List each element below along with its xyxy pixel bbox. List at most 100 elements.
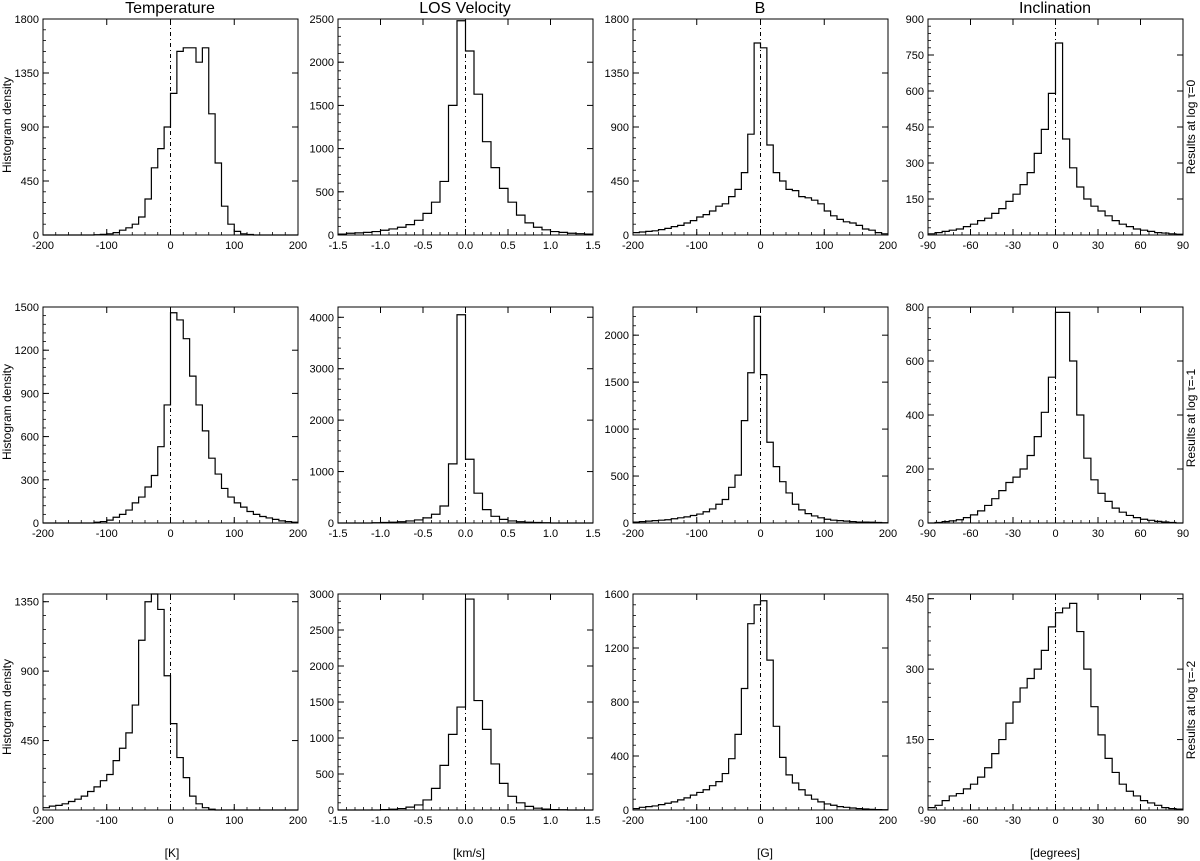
histogram-panel-r1c1: -1.5 -1.0 -0.5 0.0 0.5 1.0 1.5 0 1000 2000 3000 400…	[310, 306, 601, 540]
y-tick-label: 0	[328, 230, 334, 242]
y-tick-label: 2000	[310, 415, 334, 427]
y-tick-label: 900	[906, 14, 924, 26]
histogram-step-line	[928, 42, 1183, 235]
histogram-panel-r0c1: -1.5 -1.0 -0.5 0.0 0.5 1.0 1.5 0 500 1000 1500 2000…	[310, 14, 601, 252]
x-tick-label: 0	[167, 815, 173, 827]
histogram-step-line	[928, 602, 1183, 810]
histogram-panel-r2c1: -1.5 -1.0 -0.5 0.0 0.5 1.0 1.5 0 500 1000 1500 2000…	[310, 589, 601, 827]
y-tick-label: 750	[906, 50, 924, 62]
y-axis-label-row-1: Histogram density	[0, 364, 14, 460]
y-tick-label: 1200	[15, 345, 39, 357]
x-tick-label: 0.5	[500, 240, 515, 252]
x-tick-label: 1.0	[543, 815, 558, 827]
y-tick-label: 1000	[310, 467, 334, 479]
x-tick-label: 0	[757, 240, 763, 252]
y-tick-label: 1350	[15, 597, 39, 609]
y-tick-label: 0	[33, 805, 39, 817]
y-tick-label: 1000	[310, 733, 334, 745]
histogram-step-line	[338, 314, 593, 524]
x-tick-label: -1.5	[329, 815, 348, 827]
y-tick-label: 0	[623, 230, 629, 242]
y-tick-label: 0	[328, 805, 334, 817]
x-tick-label: 0	[757, 815, 763, 827]
x-tick-label: -1.0	[371, 240, 390, 252]
y-tick-label: 0	[623, 518, 629, 530]
y-tick-label: 0	[33, 518, 39, 530]
y-tick-label: 600	[21, 432, 39, 444]
y-axis-label-row-0: Histogram density	[0, 77, 14, 173]
y-tick-label: 3000	[310, 589, 334, 601]
x-tick-label: -90	[920, 528, 936, 540]
y-tick-label: 1500	[310, 697, 334, 709]
x-tick-label: -0.5	[414, 240, 433, 252]
histogram-step-line	[338, 20, 593, 235]
histogram-panel-r0c0: -200 -100 0 100 200 0 450 900 1350 1800	[15, 14, 308, 252]
y-tick-label: 2000	[310, 661, 334, 673]
y-tick-label: 0	[918, 805, 924, 817]
x-tick-label: 100	[815, 528, 833, 540]
x-tick-label: 1.5	[585, 240, 600, 252]
y-tick-label: 1200	[605, 643, 629, 655]
x-tick-label: 0	[1052, 240, 1058, 252]
x-tick-label: 1.5	[585, 528, 600, 540]
y-tick-label: 400	[906, 410, 924, 422]
x-tick-label: 0	[167, 528, 173, 540]
x-tick-label: 100	[815, 815, 833, 827]
y-tick-label: 1600	[605, 589, 629, 601]
x-tick-label: -60	[963, 815, 979, 827]
y-tick-label: 2500	[310, 625, 334, 637]
x-tick-label: 60	[1134, 528, 1146, 540]
y-tick-label: 2000	[310, 57, 334, 69]
x-tick-label: -30	[1005, 240, 1021, 252]
x-tick-label: 1.0	[543, 240, 558, 252]
y-tick-label: 500	[611, 471, 629, 483]
y-tick-label: 450	[21, 176, 39, 188]
y-tick-label: 900	[21, 666, 39, 678]
y-axis-label-row-2: Histogram density	[0, 659, 14, 755]
histogram-step-line	[633, 315, 888, 524]
row-label-log-tau-minus-1: Results at log τ=-1	[1184, 368, 1198, 467]
x-tick-label: -100	[686, 528, 708, 540]
x-tick-label: 0	[1052, 815, 1058, 827]
histogram-panel-r0c2: -200 -100 0 100 200 0 450 900 1350 1800	[605, 14, 898, 252]
x-tick-label: 200	[289, 815, 307, 827]
x-tick-label: -200	[32, 240, 54, 252]
y-tick-label: 450	[906, 594, 924, 606]
x-tick-label: -200	[32, 815, 54, 827]
x-tick-label: 200	[879, 815, 897, 827]
y-tick-label: 150	[906, 735, 924, 747]
x-tick-label: -90	[920, 815, 936, 827]
x-tick-label: 60	[1134, 815, 1146, 827]
x-tick-label: 90	[1177, 528, 1189, 540]
row-label-log-tau-minus-2: Results at log τ=-2	[1184, 660, 1198, 759]
y-tick-label: 400	[611, 751, 629, 763]
y-tick-label: 300	[21, 475, 39, 487]
y-tick-label: 2500	[310, 14, 334, 26]
x-axis-label-b: [G]	[757, 846, 773, 860]
x-tick-label: -200	[622, 240, 644, 252]
x-tick-label: 200	[879, 528, 897, 540]
y-tick-label: 600	[906, 356, 924, 368]
y-tick-label: 1000	[310, 144, 334, 156]
x-tick-label: -30	[1005, 528, 1021, 540]
y-tick-label: 1500	[605, 377, 629, 389]
y-tick-label: 1350	[605, 68, 629, 80]
histogram-step-line	[43, 47, 298, 236]
x-tick-label: -1.5	[329, 528, 348, 540]
histogram-step-line	[43, 312, 298, 524]
y-tick-label: 200	[906, 464, 924, 476]
x-tick-label: -100	[686, 815, 708, 827]
y-tick-label: 600	[906, 86, 924, 98]
y-tick-label: 300	[906, 158, 924, 170]
x-tick-label: -100	[96, 815, 118, 827]
y-tick-label: 150	[906, 194, 924, 206]
y-tick-label: 0	[33, 230, 39, 242]
y-tick-label: 900	[21, 122, 39, 134]
x-tick-label: 100	[225, 528, 243, 540]
column-title-inclination: Inclination	[1019, 0, 1091, 17]
x-tick-label: 100	[225, 815, 243, 827]
x-tick-label: 100	[225, 240, 243, 252]
y-axis-labels: Histogram density Histogram density Hist…	[0, 77, 14, 755]
